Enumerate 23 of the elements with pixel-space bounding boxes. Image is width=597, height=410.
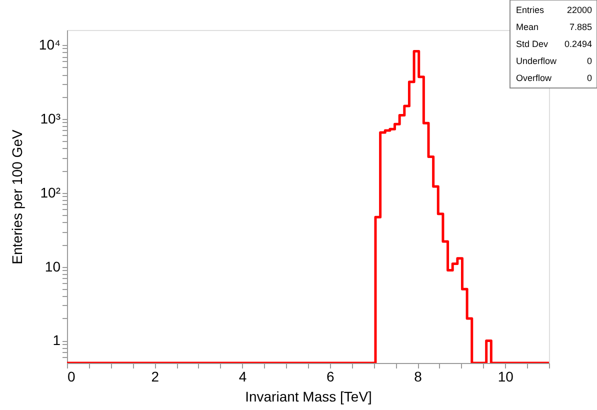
x-tick-label: 2 bbox=[151, 368, 160, 384]
text: 0 bbox=[586, 73, 592, 83]
y-tick-label: 10³ bbox=[40, 110, 61, 127]
y-axis-title: Enteries per 100 GeV bbox=[8, 129, 25, 264]
x-tick-label: 4 bbox=[238, 368, 247, 384]
y-tick-label: 10⁴ bbox=[38, 36, 60, 53]
x-tick-label: 10 bbox=[498, 368, 514, 384]
y-tick-label: 10 bbox=[44, 258, 61, 274]
y-tick-label: 10² bbox=[40, 184, 61, 200]
annotation: Std Dev bbox=[516, 39, 549, 49]
x-tick-label: 8 bbox=[414, 368, 422, 384]
text: 0 bbox=[586, 56, 592, 66]
y-tick-label: 1 bbox=[52, 332, 61, 348]
text: 0.2494 bbox=[564, 39, 592, 49]
x-tick-label: 6 bbox=[326, 368, 335, 384]
x-tick-label: 0 bbox=[68, 368, 76, 384]
annotation: Overflow bbox=[516, 73, 552, 83]
text: 22000 bbox=[566, 5, 592, 15]
text: Entries bbox=[516, 5, 545, 15]
text: 7.885 bbox=[569, 22, 592, 32]
annotation: Underflow bbox=[516, 56, 558, 66]
annotation: Mean bbox=[516, 22, 539, 32]
x-axis-title: Invariant Mass [TeV] bbox=[245, 388, 372, 404]
